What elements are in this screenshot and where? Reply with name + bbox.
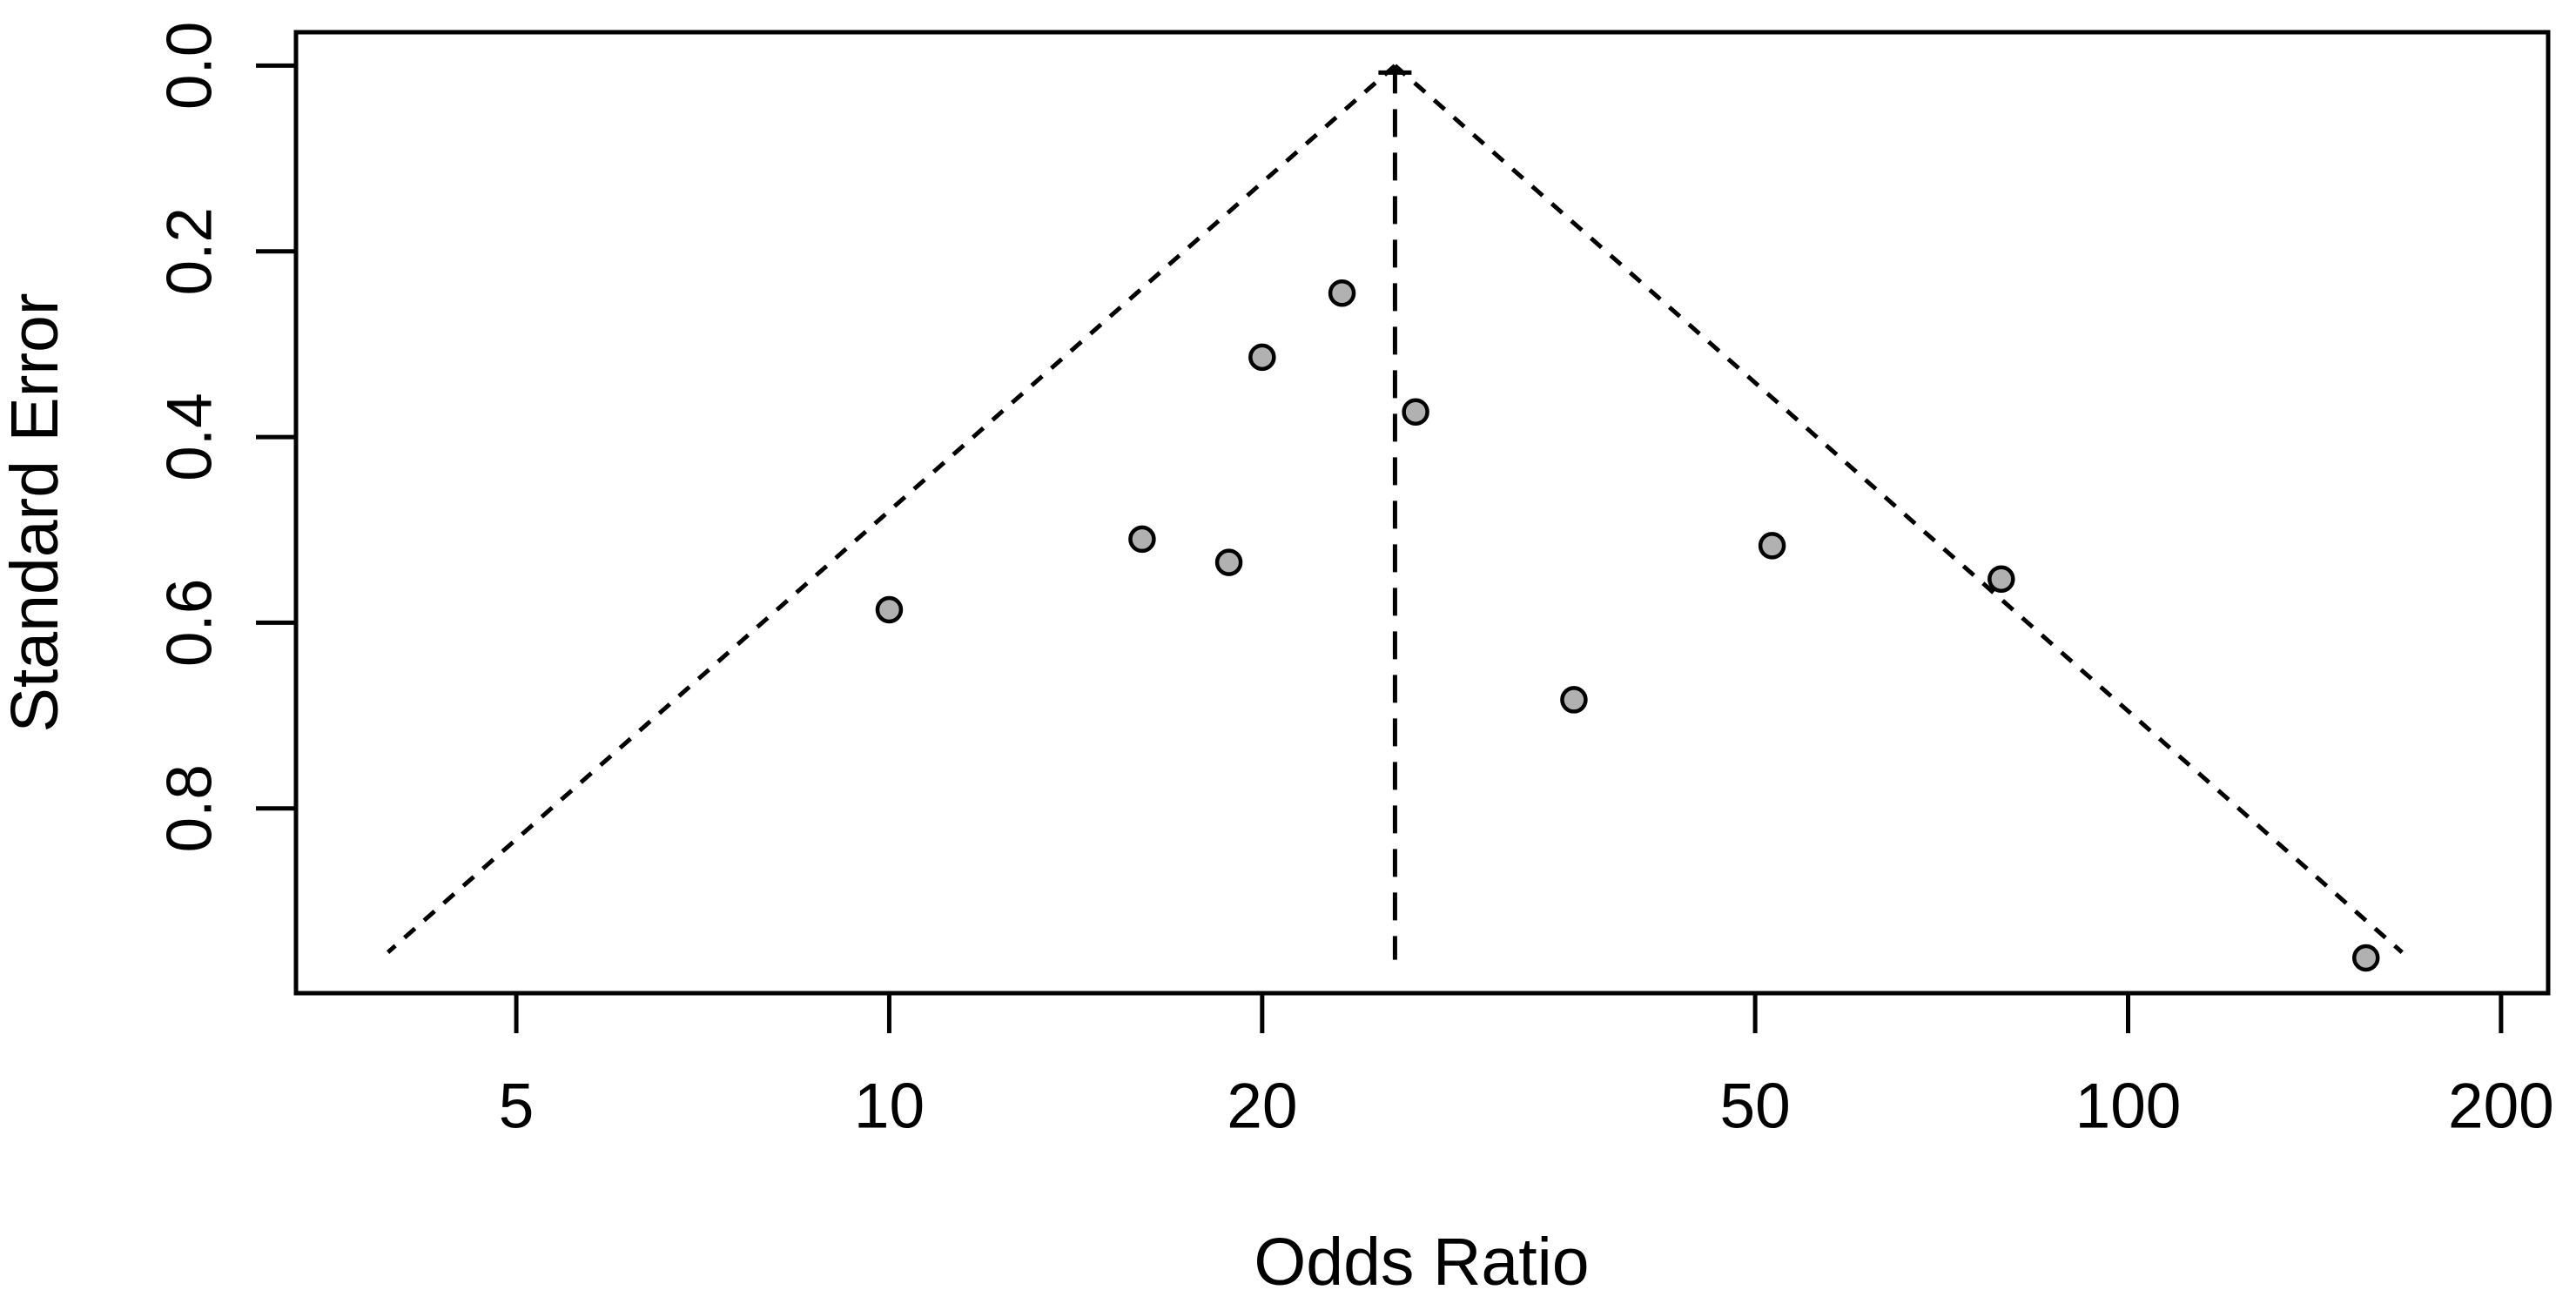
study-data-point [2351, 944, 2380, 972]
x-axis-tick-label: 200 [2448, 1072, 2554, 1142]
study-data-point [1758, 532, 1786, 560]
funnel-lines-layer [386, 64, 2404, 960]
funnel-left-boundary-line [386, 64, 1397, 954]
study-data-point [1560, 686, 1588, 714]
study-data-point [1328, 279, 1356, 307]
study-data-point [1128, 525, 1156, 554]
x-axis-tick-label: 5 [499, 1072, 535, 1142]
y-axis-tick-label: 0.4 [155, 393, 225, 480]
axes-layer: 5 10 20 50 100 200 0.0 0.2 0.4 0.6 0.8 [155, 22, 2554, 1142]
plot-border [293, 30, 2551, 996]
y-axis-tick-label: 0.6 [155, 579, 225, 667]
study-data-point [1248, 343, 1276, 372]
x-axis-tick-label: 100 [2075, 1072, 2182, 1142]
study-data-point [1402, 398, 1429, 427]
y-axis-title: Standard Error [0, 292, 72, 732]
study-data-point [1214, 548, 1243, 576]
y-axis-tick-label: 0.2 [155, 207, 225, 295]
study-data-point [1987, 565, 2015, 594]
data-points-layer [875, 279, 2380, 972]
x-axis-tick-label: 20 [1227, 1072, 1297, 1142]
x-axis-tick-label: 50 [1720, 1072, 1791, 1142]
y-axis-tick-label: 0.0 [155, 22, 225, 110]
y-axis-tick-label: 0.8 [155, 764, 225, 852]
x-axis-tick-label: 10 [854, 1072, 925, 1142]
funnel-right-boundary-line [1393, 64, 2404, 954]
study-data-point [875, 595, 904, 624]
x-axis-title: Odds Ratio [1254, 1225, 1589, 1300]
